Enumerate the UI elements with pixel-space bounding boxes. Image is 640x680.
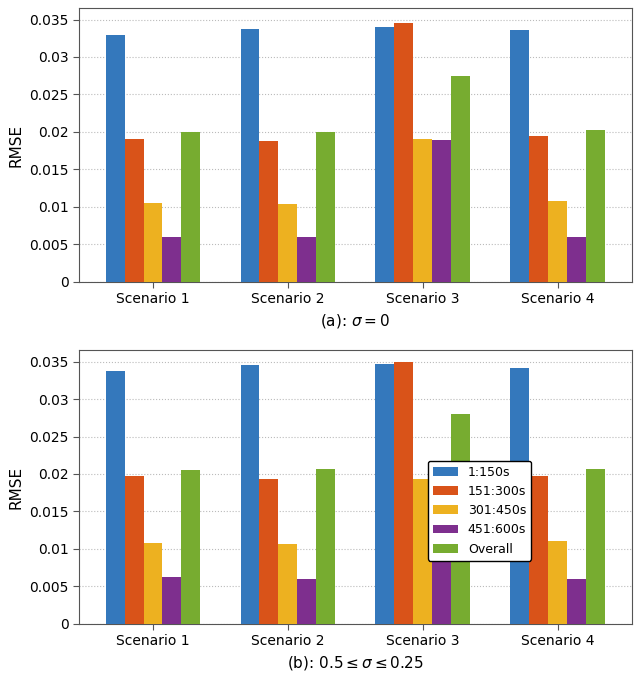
Bar (510, 368, 529, 624)
Legend: 1:150s, 151:300s, 301:450s, 451:600s, Overall: 1:150s, 151:300s, 301:450s, 451:600s, Ov… (428, 460, 531, 560)
Y-axis label: RMSE: RMSE (8, 466, 23, 509)
Bar (529, 476, 548, 624)
Bar (278, 204, 297, 282)
Bar (181, 470, 200, 624)
Bar (316, 469, 335, 624)
Bar (106, 371, 125, 624)
Bar (510, 30, 529, 282)
Bar (125, 139, 143, 282)
Bar (297, 579, 316, 624)
Bar (586, 131, 605, 282)
X-axis label: (a): $\sigma = 0$: (a): $\sigma = 0$ (320, 311, 390, 330)
Bar (241, 29, 259, 282)
Bar (259, 479, 278, 624)
Bar (259, 141, 278, 282)
Bar (567, 579, 586, 624)
Bar (413, 139, 432, 282)
Bar (376, 364, 394, 624)
Bar (548, 541, 567, 624)
X-axis label: (b): $0.5 \leq \sigma \leq 0.25$: (b): $0.5 \leq \sigma \leq 0.25$ (287, 653, 424, 672)
Bar (143, 543, 163, 624)
Bar (451, 75, 470, 282)
Bar (181, 132, 200, 282)
Bar (451, 414, 470, 624)
Bar (529, 137, 548, 282)
Bar (376, 27, 394, 282)
Bar (548, 201, 567, 282)
Bar (278, 544, 297, 624)
Bar (143, 203, 163, 282)
Bar (106, 35, 125, 282)
Bar (241, 365, 259, 624)
Bar (316, 132, 335, 282)
Bar (163, 577, 181, 624)
Bar (394, 362, 413, 624)
Bar (413, 479, 432, 624)
Bar (297, 237, 316, 282)
Bar (394, 23, 413, 282)
Bar (567, 237, 586, 282)
Bar (125, 476, 143, 624)
Bar (586, 469, 605, 624)
Bar (432, 479, 451, 624)
Y-axis label: RMSE: RMSE (8, 123, 23, 167)
Bar (163, 237, 181, 282)
Bar (432, 140, 451, 282)
